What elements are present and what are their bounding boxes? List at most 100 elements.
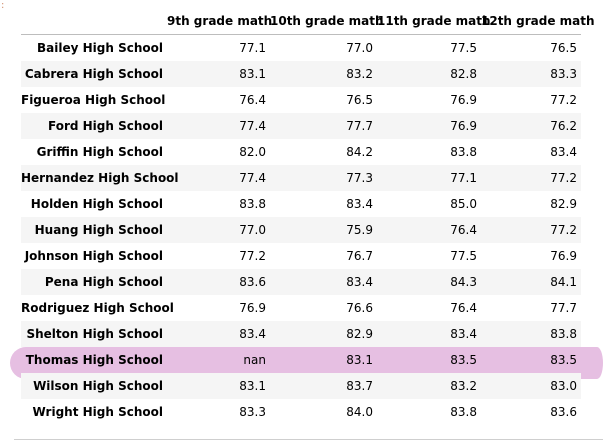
school-name-cell: Wilson High School [33,378,163,393]
table-row: Holden High School 83.8 83.4 85.0 82.9 [21,191,581,217]
grade-value-cell: 77.4 [239,118,266,133]
grade-value-cell: 77.3 [346,170,373,185]
grade-value-cell: 75.9 [346,222,373,237]
grade-value-cell: 76.9 [239,300,266,315]
grade-value-cell: 83.6 [239,274,266,289]
school-name-cell: Figueroa High School [21,92,166,107]
school-name-cell: Cabrera High School [24,66,163,81]
grade-value-cell: 83.8 [450,144,477,159]
table-row: Pena High School 83.6 83.4 84.3 84.1 [21,268,581,295]
grade-value-cell: 82.9 [550,196,577,211]
school-name-cell: Wright High School [32,404,163,419]
column-header: 12th grade math [481,8,595,35]
table-body: Bailey High School 77.1 77.0 77.5 76.5 Cabrer… [21,35,581,425]
grade-value-cell: 83.4 [450,326,477,341]
table-row: Ford High School 77.4 77.7 76.9 76.2 [21,112,581,139]
grade-value-cell: 83.8 [239,196,266,211]
grade-value-cell: 83.0 [550,378,577,393]
grade-value-cell: 76.5 [346,92,373,107]
dataframe-output: 9th grade math 10th grade math 11th grad… [21,8,595,425]
grade-value-cell: 84.0 [346,404,373,419]
table-row: Hernandez High School 77.4 77.3 77.1 77.2 [21,164,581,191]
grade-value-cell: 76.9 [450,118,477,133]
grade-value-cell: 83.1 [239,378,266,393]
grade-value-cell: 77.2 [550,170,577,185]
column-header: 11th grade math [377,8,491,35]
grade-value-cell: 77.2 [550,222,577,237]
table-row: Johnson High School 77.2 76.7 77.5 76.9 [21,243,581,269]
index-header [21,8,167,35]
school-name-cell: Pena High School [44,274,163,289]
grade-value-cell: 76.4 [450,222,477,237]
grade-value-cell: 76.4 [450,300,477,315]
grade-value-cell: 83.1 [346,352,373,367]
school-name-cell: Griffin High School [36,144,163,159]
school-name-cell: Huang High School [34,222,163,237]
grade-value-cell: 76.4 [239,92,266,107]
grade-value-cell: 76.9 [550,248,577,263]
school-name-cell: Rodriguez High School [21,300,174,315]
grade-value-cell: 76.2 [550,118,577,133]
grade-math-table: 9th grade math 10th grade math 11th grad… [21,8,595,425]
school-name-cell: Shelton High School [26,326,163,341]
grade-value-cell: 83.8 [550,326,577,341]
grade-value-cell: 76.6 [346,300,373,315]
grade-value-cell: 84.3 [450,274,477,289]
grade-value-cell: 83.4 [550,144,577,159]
table-row: Huang High School 77.0 75.9 76.4 77.2 [21,216,581,243]
grade-value-cell: 82.9 [346,326,373,341]
column-header: 9th grade math [167,8,272,35]
grade-value-cell: 83.4 [346,274,373,289]
table-row: Cabrera High School 83.1 83.2 82.8 83.3 [21,60,581,87]
cell-prompt-mark: : [1,0,5,11]
grade-value-cell: 83.4 [239,326,266,341]
table-row: Shelton High School 83.4 82.9 83.4 83.8 [21,320,581,347]
grade-value-cell: 77.5 [450,40,477,55]
grade-value-cell: 77.7 [346,118,373,133]
grade-value-cell: 84.1 [550,274,577,289]
grade-value-cell: 84.2 [346,144,373,159]
grade-value-cell: 76.5 [550,40,577,55]
table-row: Bailey High School 77.1 77.0 77.5 76.5 [21,35,581,61]
grade-value-cell: 83.7 [346,378,373,393]
school-name-cell: Bailey High School [37,40,163,55]
column-header: 10th grade math [270,8,384,35]
table-row: Griffin High School 82.0 84.2 83.8 83.4 [21,139,581,165]
grade-value-cell: 76.9 [450,92,477,107]
grade-value-cell: 83.2 [450,378,477,393]
header-row: 9th grade math 10th grade math 11th grad… [21,8,595,35]
table-row: Wright High School 83.3 84.0 83.8 83.6 [21,399,581,425]
grade-value-cell: nan [243,352,266,367]
grade-value-cell: 83.6 [550,404,577,419]
grade-value-cell: 77.0 [346,40,373,55]
grade-value-cell: 77.0 [239,222,266,237]
grade-value-cell: 76.7 [346,248,373,263]
grade-value-cell: 85.0 [450,196,477,211]
grade-value-cell: 83.4 [346,196,373,211]
school-name-cell: Holden High School [30,196,163,211]
grade-value-cell: 77.1 [450,170,477,185]
grade-value-cell: 77.2 [550,92,577,107]
school-name-cell: Johnson High School [24,248,163,263]
grade-value-cell: 77.7 [550,300,577,315]
output-divider [14,439,603,440]
grade-value-cell: 77.5 [450,248,477,263]
grade-value-cell: 83.2 [346,66,373,81]
school-name-cell: Thomas High School [25,352,163,367]
table-header: 9th grade math 10th grade math 11th grad… [21,8,595,35]
grade-value-cell: 82.8 [450,66,477,81]
grade-value-cell: 83.8 [450,404,477,419]
grade-value-cell: 77.2 [239,248,266,263]
grade-value-cell: 83.5 [450,352,477,367]
school-name-cell: Ford High School [47,118,163,133]
highlight-annotation [10,347,603,379]
grade-value-cell: 77.4 [239,170,266,185]
table-row: Wilson High School 83.1 83.7 83.2 83.0 [21,372,581,399]
grade-value-cell: 83.5 [550,352,577,367]
grade-value-cell: 77.1 [239,40,266,55]
school-name-cell: Hernandez High School [21,170,179,185]
table-row: Rodriguez High School 76.9 76.6 76.4 77.7 [21,295,581,321]
grade-value-cell: 82.0 [239,144,266,159]
table-row: Thomas High School nan 83.1 83.5 83.5 [21,347,581,373]
table-row: Figueroa High School 76.4 76.5 76.9 77.2 [21,87,581,113]
